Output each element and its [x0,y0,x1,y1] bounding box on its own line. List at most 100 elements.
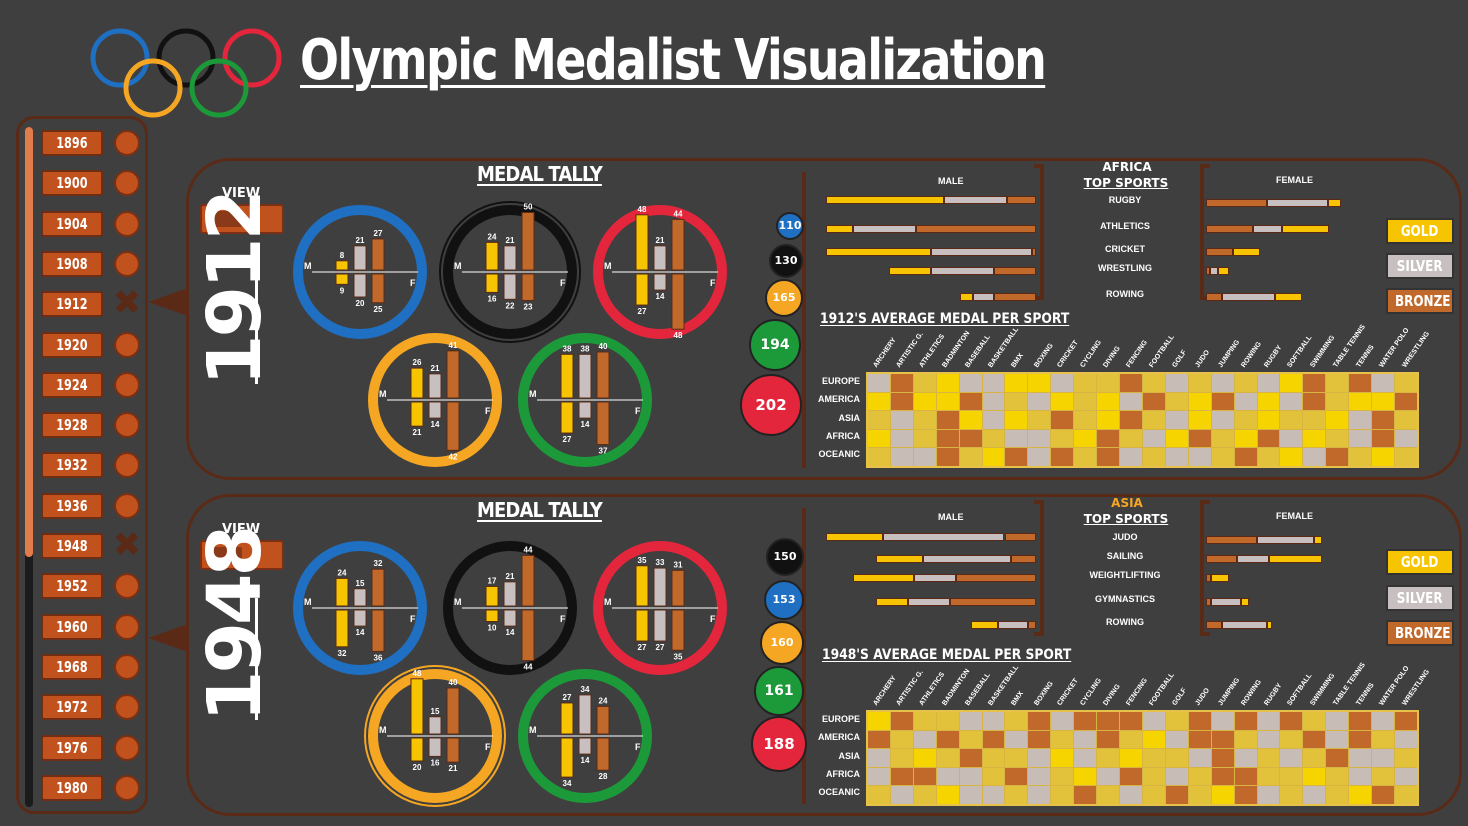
year-button-1896[interactable]: 1896 [41,130,103,156]
male-gold-bar[interactable] [826,196,944,204]
heatmap-cell[interactable] [1395,429,1417,448]
heatmap-cell[interactable] [890,786,913,804]
heatmap-cell[interactable] [1211,730,1234,749]
male-gold-bar[interactable] [826,225,854,233]
year-toggle-dot[interactable] [114,371,140,398]
heatmap-cell[interactable] [1349,767,1372,786]
heatmap-cell[interactable] [1028,411,1051,429]
year-toggle-dot[interactable] [114,774,140,801]
heatmap-cell[interactable] [1280,429,1303,448]
heatmap-cell[interactable] [913,374,936,392]
heatmap-cell[interactable] [890,374,913,392]
heatmap-cell[interactable] [1120,712,1142,730]
heatmap-cell[interactable] [1188,712,1211,730]
heatmap-cell[interactable] [1097,411,1120,429]
ring-chart-green[interactable]: M F 38 27 38 14 40 37 [518,333,652,467]
heatmap-cell[interactable] [1303,411,1326,429]
heatmap-cell[interactable] [1326,429,1349,448]
timeline-scrollbar[interactable] [25,127,33,807]
heatmap-cell[interactable] [1257,767,1280,786]
male-bronze-bar[interactable] [1006,196,1036,204]
female-bronze-bar[interactable] [1206,293,1223,301]
heatmap-cell[interactable] [1349,712,1372,730]
female-gold-bar[interactable] [1211,574,1229,582]
heatmap-cell[interactable] [936,448,959,466]
female-gold-bar[interactable] [1269,555,1323,563]
female-bronze-bar[interactable] [1206,621,1223,629]
heatmap-cell[interactable] [868,767,890,786]
year-toggle-dot[interactable] [114,452,140,479]
female-bronze-bar[interactable] [1206,598,1212,606]
heatmap-cell[interactable] [1395,786,1417,804]
male-bronze-bar[interactable] [1010,555,1036,563]
heatmap-cell[interactable] [1142,712,1165,730]
heatmap-cell[interactable] [890,767,913,786]
heatmap-cell[interactable] [1074,374,1097,392]
heatmap-cell[interactable] [1326,374,1349,392]
heatmap-cell[interactable] [1051,429,1074,448]
heatmap-cell[interactable] [1257,712,1280,730]
heatmap-cell[interactable] [1349,429,1372,448]
heatmap-cell[interactable] [1165,429,1188,448]
male-gold-bar[interactable] [853,574,915,582]
heatmap-cell[interactable] [1303,767,1326,786]
heatmap-cell[interactable] [1165,712,1188,730]
female-bronze-bar[interactable] [1206,574,1212,582]
female-silver-bar[interactable] [1211,598,1242,606]
heatmap-cell[interactable] [1051,730,1074,749]
heatmap-cell[interactable] [1257,448,1280,466]
female-silver-bar[interactable] [1210,267,1219,275]
heatmap-cell[interactable] [959,730,982,749]
heatmap-cell[interactable] [936,374,959,392]
heatmap-cell[interactable] [913,448,936,466]
heatmap-cell[interactable] [1372,411,1395,429]
male-silver-bar[interactable] [931,248,1032,256]
year-button-1972[interactable]: 1972 [41,694,103,721]
heatmap-cell[interactable] [1097,786,1120,804]
heatmap-cell[interactable] [1165,392,1188,411]
heatmap-cell[interactable] [868,712,890,730]
heatmap-cell[interactable] [1280,374,1303,392]
heatmap-cell[interactable] [1074,749,1097,767]
heatmap-cell[interactable] [1005,786,1028,804]
year-button-1932[interactable]: 1932 [41,452,103,479]
heatmap-cell[interactable] [1142,374,1165,392]
heatmap-cell[interactable] [1051,392,1074,411]
heatmap-cell[interactable] [868,786,890,804]
male-bronze-bar[interactable] [994,293,1036,301]
male-silver-bar[interactable] [914,574,957,582]
heatmap-cell[interactable] [1120,429,1142,448]
year-toggle-dot[interactable] [114,250,140,277]
heatmap-cell[interactable] [959,712,982,730]
heatmap-cell[interactable] [1165,411,1188,429]
heatmap-cell[interactable] [1142,411,1165,429]
female-gold-bar[interactable] [1281,225,1329,233]
heatmap-cell[interactable] [959,429,982,448]
gold-filter-button[interactable]: GOLD [1386,218,1454,244]
heatmap-cell[interactable] [1074,712,1097,730]
heatmap-cell[interactable] [1097,374,1120,392]
heatmap-cell[interactable] [1372,392,1395,411]
heatmap-cell[interactable] [868,392,890,411]
heatmap-cell[interactable] [1234,411,1257,429]
heatmap-cell[interactable] [1051,749,1074,767]
heatmap-cell[interactable] [1234,786,1257,804]
heatmap-cell[interactable] [1005,730,1028,749]
heatmap-cell[interactable] [1395,749,1417,767]
heatmap-cell[interactable] [1028,767,1051,786]
year-toggle-dot[interactable] [114,694,140,721]
heatmap-cell[interactable] [1165,786,1188,804]
heatmap-cell[interactable] [1005,712,1028,730]
heatmap-cell[interactable] [1005,749,1028,767]
heatmap-cell[interactable] [1211,411,1234,429]
heatmap-cell[interactable] [1120,374,1142,392]
heatmap-cell[interactable] [1165,448,1188,466]
heatmap-cell[interactable] [1074,786,1097,804]
heatmap-cell[interactable] [1120,730,1142,749]
heatmap-cell[interactable] [913,749,936,767]
heatmap-cell[interactable] [913,767,936,786]
ring-chart-blue[interactable]: M F 8 9 21 20 27 25 [293,205,427,339]
male-bronze-bar[interactable] [956,574,1036,582]
heatmap-cell[interactable] [1120,767,1142,786]
female-silver-bar[interactable] [1222,293,1275,301]
